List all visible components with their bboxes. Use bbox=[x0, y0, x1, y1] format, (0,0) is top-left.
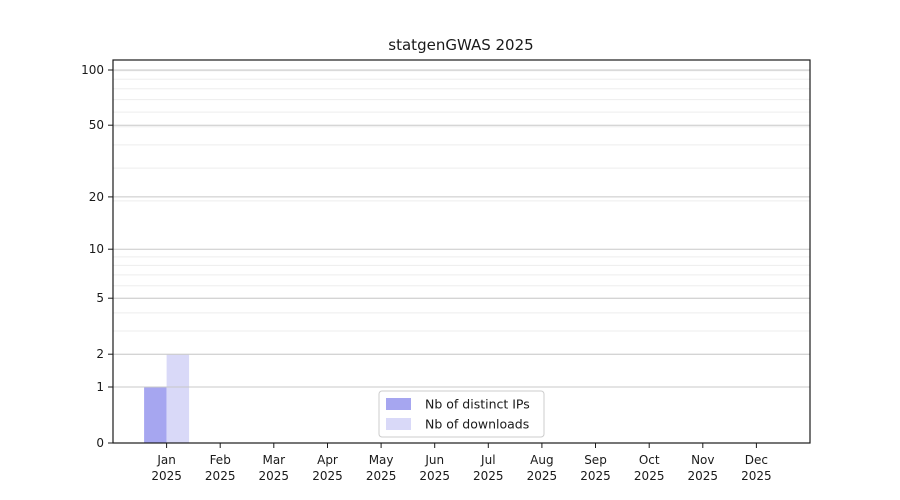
x-tick-label-jun: Jun 2025 bbox=[419, 453, 450, 483]
y-tick-label-10: 10 bbox=[89, 242, 104, 256]
legend-box bbox=[378, 390, 545, 438]
y-tick-label-1: 1 bbox=[96, 380, 104, 394]
y-tick-label-0: 0 bbox=[96, 436, 104, 450]
x-tick-label-oct: Oct 2025 bbox=[634, 453, 665, 483]
plot-border bbox=[112, 59, 811, 444]
y-tick-label-50: 50 bbox=[89, 118, 104, 132]
bar-nb-of-downloads-jan bbox=[166, 354, 190, 443]
plot-area: 0 1 2 5 10 20 50 100 Jan 2025 Feb 2025 Mar 2025 Apr 202… bbox=[81, 59, 811, 483]
bar-nb-of-distinct-ips-jan bbox=[144, 387, 167, 443]
y-tick-label-5: 5 bbox=[96, 291, 104, 305]
chart-title: statgenGWAS 2025 bbox=[388, 36, 533, 54]
x-tick-label-nov: Nov 2025 bbox=[688, 453, 719, 483]
x-tick-label-mar: Mar 2025 bbox=[259, 453, 290, 483]
legend-label-1: Nb of distinct IPs bbox=[425, 397, 530, 412]
x-tick-label-jul: Jul 2025 bbox=[473, 453, 504, 483]
x-tick-label-jan: Jan 2025 bbox=[151, 453, 182, 483]
legend-swatch-1 bbox=[386, 398, 411, 410]
x-tick-label-feb: Feb 2025 bbox=[205, 453, 236, 483]
x-tick-label-dec: Dec 2025 bbox=[741, 453, 772, 483]
x-tick-label-apr: Apr 2025 bbox=[312, 453, 343, 483]
x-tick-label-may: May 2025 bbox=[366, 453, 397, 483]
legend-swatch-2 bbox=[386, 418, 411, 430]
y-tick-label-2: 2 bbox=[96, 347, 104, 361]
legend: Nb of distinct IPs Nb of downloads bbox=[378, 390, 545, 438]
y-tick-label-20: 20 bbox=[89, 190, 104, 204]
x-tick-label-sep: Sep 2025 bbox=[580, 453, 611, 483]
legend-label-2: Nb of downloads bbox=[425, 417, 529, 432]
y-tick-label-100: 100 bbox=[81, 63, 104, 77]
x-tick-label-aug: Aug 2025 bbox=[527, 453, 558, 483]
